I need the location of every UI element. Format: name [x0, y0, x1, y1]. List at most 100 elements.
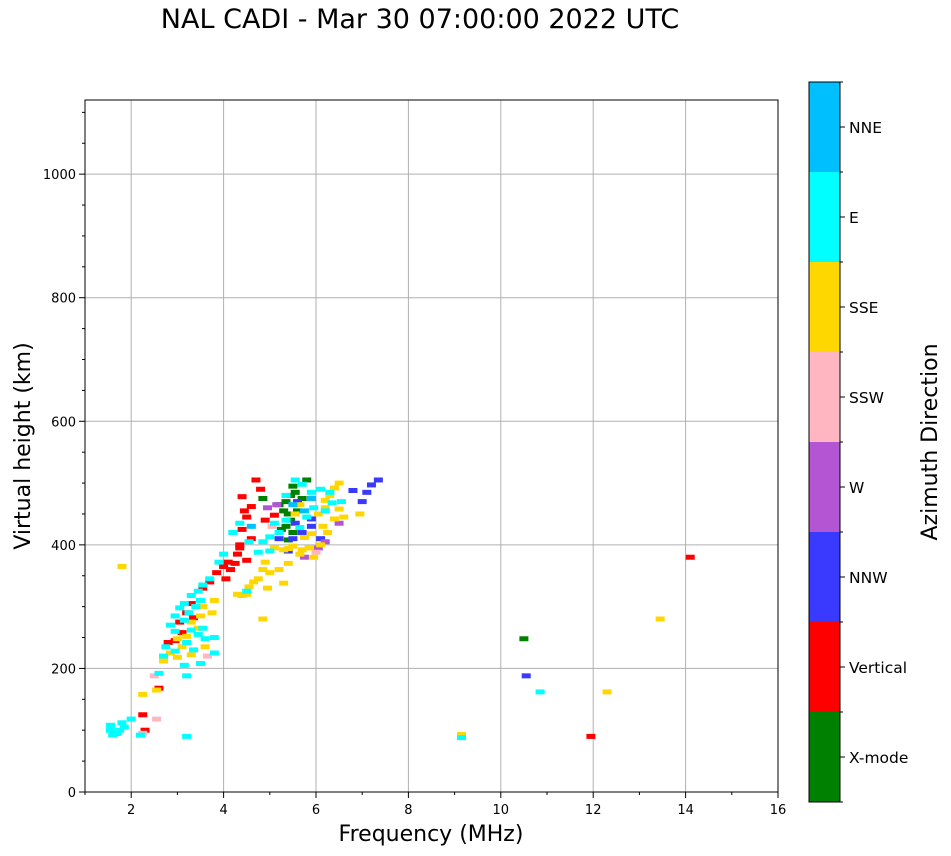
- data-point-sse: [329, 485, 339, 491]
- colorbar-segments: X-mode Vertical NNW W SSW SSE E NNE: [808, 81, 908, 803]
- data-point-e: [179, 617, 189, 623]
- data-point-sse: [172, 636, 182, 642]
- data-point-e: [325, 489, 335, 495]
- data-point-sse: [279, 547, 289, 553]
- data-point-sse: [117, 563, 127, 569]
- x-tick-label: 8: [404, 803, 412, 818]
- data-point-e: [119, 724, 129, 730]
- data-point-nne: [288, 502, 298, 508]
- data-point-sse: [177, 644, 187, 650]
- data-point-sse: [295, 502, 305, 508]
- x-axis: 2 4 6 8 10 12 14 16: [84, 792, 787, 818]
- data-point-nnw: [366, 482, 376, 488]
- y-tick-label: 400: [51, 539, 76, 554]
- data-point-w: [320, 539, 330, 545]
- data-point-e: [265, 548, 275, 554]
- y-tick-label: 200: [51, 662, 76, 677]
- data-point-w: [313, 545, 323, 551]
- colorbar-segment-ssw: [809, 352, 840, 442]
- data-point-vertical: [219, 563, 229, 569]
- x-tick-label: 10: [493, 803, 510, 818]
- data-point-sse: [306, 531, 316, 537]
- data-point-sse: [193, 625, 203, 631]
- colorbar-label: Vertical: [849, 659, 907, 677]
- data-point-x-mode: [290, 489, 300, 495]
- data-point-e: [306, 489, 316, 495]
- data-point-x-mode: [258, 496, 268, 502]
- data-point-x-mode: [279, 508, 289, 514]
- data-point-x-mode: [286, 517, 296, 523]
- data-point-e: [219, 551, 229, 557]
- data-point-vertical: [260, 517, 270, 523]
- data-point-e: [457, 735, 467, 741]
- colorbar-title: Azimuth Direction: [918, 343, 943, 540]
- data-point-ssw: [202, 653, 212, 659]
- data-point-sse: [186, 619, 196, 625]
- data-point-vertical: [186, 601, 196, 607]
- data-point-w: [262, 505, 272, 511]
- data-point-x-mode: [302, 477, 312, 483]
- data-point-sse: [655, 616, 665, 622]
- data-point-sse: [355, 511, 365, 517]
- data-point-e: [336, 499, 346, 505]
- data-point-e: [115, 727, 125, 733]
- data-point-e: [105, 727, 115, 733]
- data-point-sse: [152, 687, 162, 693]
- data-point-sse: [320, 497, 330, 503]
- data-point-e: [209, 650, 219, 656]
- data-point-sse: [265, 570, 275, 576]
- data-point-e: [179, 662, 189, 668]
- data-points: [105, 477, 695, 741]
- data-point-nne: [299, 508, 309, 514]
- data-point-e: [182, 673, 192, 679]
- colorbar-segment-x-mode: [809, 712, 840, 802]
- data-point-e: [126, 716, 136, 722]
- data-point-e: [274, 530, 284, 535]
- data-point-vertical: [251, 477, 261, 483]
- data-point-sse: [196, 613, 205, 619]
- x-tick-label: 16: [770, 803, 787, 818]
- data-point-vertical: [237, 526, 247, 532]
- data-point-x-mode: [286, 492, 296, 498]
- plot-area: 2 4 6 8 10 12 14 16 0 200 400 600 800 1000 Frequency…: [11, 99, 787, 847]
- data-point-sse: [237, 593, 247, 599]
- data-point-sse: [297, 547, 307, 553]
- data-point-sse: [274, 567, 284, 573]
- data-point-e: [186, 627, 196, 633]
- data-point-nnw: [288, 536, 298, 542]
- data-point-e: [108, 732, 118, 738]
- data-point-e: [297, 481, 307, 487]
- data-point-sse: [299, 534, 309, 540]
- data-point-vertical: [140, 727, 150, 733]
- y-tick-label: 800: [51, 292, 76, 307]
- data-point-sse: [253, 576, 263, 582]
- colorbar-label: X-mode: [849, 749, 908, 767]
- data-point-e: [242, 588, 252, 594]
- data-point-x-mode: [281, 523, 291, 529]
- data-point-sse: [602, 689, 612, 695]
- data-point-nne: [306, 496, 316, 502]
- data-point-e: [198, 625, 208, 631]
- data-point-e: [170, 648, 180, 654]
- data-point-e: [200, 636, 210, 642]
- data-point-vertical: [232, 551, 242, 557]
- data-point-sse: [198, 604, 208, 610]
- data-point-sse: [323, 530, 333, 535]
- data-point-e: [535, 689, 545, 695]
- data-point-vertical: [586, 733, 596, 739]
- x-tick-label: 12: [585, 803, 602, 818]
- y-tick-label: 0: [68, 786, 76, 801]
- data-point-vertical: [177, 630, 187, 636]
- data-point-e: [198, 582, 208, 588]
- data-point-sse: [186, 652, 196, 658]
- data-point-e: [209, 635, 219, 641]
- data-point-e: [117, 720, 127, 726]
- data-point-nne: [246, 523, 256, 529]
- data-point-vertical: [235, 542, 245, 548]
- chart-title: NAL CADI - Mar 30 07:00:00 2022 UTC: [160, 4, 680, 35]
- colorbar-label: W: [849, 479, 864, 497]
- data-point-x-mode: [276, 526, 286, 532]
- data-point-x-mode: [283, 537, 293, 543]
- data-point-nnw: [348, 487, 358, 493]
- data-point-nnw: [316, 536, 326, 542]
